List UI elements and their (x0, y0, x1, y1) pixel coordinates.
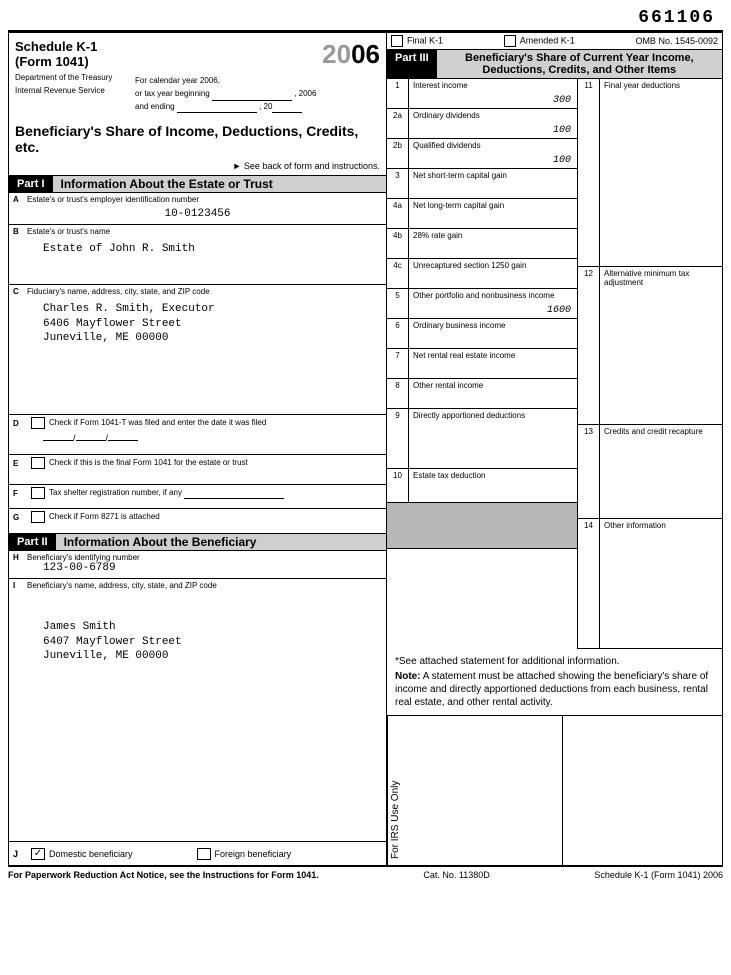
income-row-4a: 4aNet long-term capital gain (387, 199, 577, 229)
income-row-14: 14Other information (578, 519, 722, 649)
form-control-number: 661106 (8, 6, 723, 33)
income-row-2a: 2aOrdinary dividends100 (387, 109, 577, 139)
part1-title: Information About the Estate or Trust (53, 177, 273, 191)
income-row-1: 1Interest income300 (387, 79, 577, 109)
field-G: GCheck if Form 8271 is attached (9, 509, 386, 533)
checkbox-amended-k1[interactable] (504, 35, 516, 47)
income-row-10: 10Estate tax deduction (387, 469, 577, 503)
income-value-10[interactable] (409, 500, 577, 502)
part2-title: Information About the Beneficiary (56, 535, 257, 549)
field-D: DCheck if Form 1041-T was filed and ente… (9, 415, 386, 455)
estate-name[interactable]: Estate of John R. Smith (13, 236, 382, 258)
beneficiary-address[interactable]: James Smith 6407 Mayflower Street Junevi… (13, 590, 382, 665)
calendar-year-block: For calendar year 2006, or tax year begi… (135, 75, 380, 113)
main-title: Beneficiary's Share of Income, Deduction… (9, 117, 386, 161)
irs-use-only-label: For IRS Use Only (387, 716, 403, 865)
income-value-1[interactable]: 300 (409, 95, 577, 108)
part3-header: Part III Beneficiary's Share of Current … (387, 50, 722, 79)
footer-form-id: Schedule K-1 (Form 1041) 2006 (594, 870, 723, 880)
schedule-header: 2006 Schedule K-1 (Form 1041) Department… (9, 33, 386, 117)
income-row-4c: 4cUnrecaptured section 1250 gain (387, 259, 577, 289)
see-back: ► See back of form and instructions. (9, 161, 386, 175)
irs-use-row: For IRS Use Only (387, 715, 722, 865)
income-value-3[interactable] (409, 196, 577, 198)
checkbox-F[interactable] (31, 487, 45, 499)
field-F: FTax shelter registration number, if any (9, 485, 386, 509)
income-row-11: 11Final year deductions (578, 79, 722, 267)
cat-number: Cat. No. 11380D (423, 870, 489, 880)
fiduciary-address[interactable]: Charles R. Smith, Executor 6406 Mayflowe… (13, 296, 382, 347)
part2-label: Part II (9, 534, 56, 550)
field-H: HBeneficiary's identifying number 123-00… (9, 551, 386, 579)
see-attached: *See attached statement for additional i… (395, 655, 714, 668)
ein-value[interactable]: 10-0123456 (13, 204, 382, 222)
field-A: AEstate's or trust's employer identifica… (9, 193, 386, 225)
field-C: CFiduciary's name, address, city, state,… (9, 285, 386, 415)
part3-label: Part III (387, 50, 437, 78)
checkbox-foreign[interactable] (197, 848, 211, 860)
income-row-7: 7Net rental real estate income (387, 349, 577, 379)
tax-year-end: and ending , 20 (135, 101, 380, 114)
top-checkbox-row: Final K-1 Amended K-1 OMB No. 1545-0092 (387, 33, 722, 50)
income-value-2a[interactable]: 100 (409, 125, 577, 138)
form-page: 661106 2006 Schedule K-1 (Form 1041) Dep… (0, 0, 731, 889)
left-column: 2006 Schedule K-1 (Form 1041) Department… (9, 33, 387, 865)
notes-block: *See attached statement for additional i… (387, 649, 722, 715)
income-value-9[interactable] (409, 466, 577, 468)
income-value-4b[interactable] (409, 256, 577, 258)
footer: For Paperwork Reduction Act Notice, see … (8, 866, 723, 883)
income-value-7[interactable] (409, 376, 577, 378)
income-value-6[interactable] (409, 346, 577, 348)
income-value-2b[interactable]: 100 (409, 155, 577, 168)
main-container: 2006 Schedule K-1 (Form 1041) Department… (8, 33, 723, 866)
income-row-6: 6Ordinary business income (387, 319, 577, 349)
income-right-col: 11Final year deductions12Alternative min… (577, 79, 722, 649)
field-I: IBeneficiary's name, address, city, stat… (9, 579, 386, 841)
part1-header: Part I Information About the Estate or T… (9, 175, 386, 193)
field-J: J Domestic beneficiary Foreign beneficia… (9, 841, 386, 865)
beneficiary-id[interactable]: 123-00-6789 (13, 562, 382, 576)
income-value-4c[interactable] (409, 286, 577, 288)
income-row-12: 12Alternative minimum tax adjustment (578, 267, 722, 425)
income-row-4b: 4b28% rate gain (387, 229, 577, 259)
tax-year: 2006 (322, 39, 380, 70)
checkbox-G[interactable] (31, 511, 45, 523)
cal-year-text: For calendar year 2006, (135, 75, 380, 88)
field-B: BEstate's or trust's name Estate of John… (9, 225, 386, 285)
checkbox-E[interactable] (31, 457, 45, 469)
income-value-5[interactable]: 1600 (409, 305, 577, 318)
right-column: Final K-1 Amended K-1 OMB No. 1545-0092 … (387, 33, 722, 865)
income-value-4a[interactable] (409, 226, 577, 228)
income-row-5: 5Other portfolio and nonbusiness income1… (387, 289, 577, 319)
income-row-3: 3Net short-term capital gain (387, 169, 577, 199)
income-grid: 1Interest income3002aOrdinary dividends1… (387, 79, 722, 649)
gray-filler (387, 503, 577, 549)
part3-title: Beneficiary's Share of Current Year Inco… (437, 50, 722, 78)
checkbox-domestic[interactable] (31, 848, 45, 860)
part2-header: Part II Information About the Beneficiar… (9, 533, 386, 551)
checkbox-final-k1[interactable] (391, 35, 403, 47)
checkbox-D[interactable] (31, 417, 45, 429)
income-row-8: 8Other rental income (387, 379, 577, 409)
income-row-9: 9Directly apportioned deductions (387, 409, 577, 469)
part1-label: Part I (9, 176, 53, 192)
income-value-8[interactable] (409, 406, 577, 408)
field-E: ECheck if this is the final Form 1041 fo… (9, 455, 386, 485)
income-left-col: 1Interest income3002aOrdinary dividends1… (387, 79, 577, 649)
omb-number: OMB No. 1545-0092 (635, 36, 718, 46)
income-row-2b: 2bQualified dividends100 (387, 139, 577, 169)
income-row-13: 13Credits and credit recapture (578, 425, 722, 519)
tax-year-begin: or tax year beginning , 2006 (135, 88, 380, 101)
